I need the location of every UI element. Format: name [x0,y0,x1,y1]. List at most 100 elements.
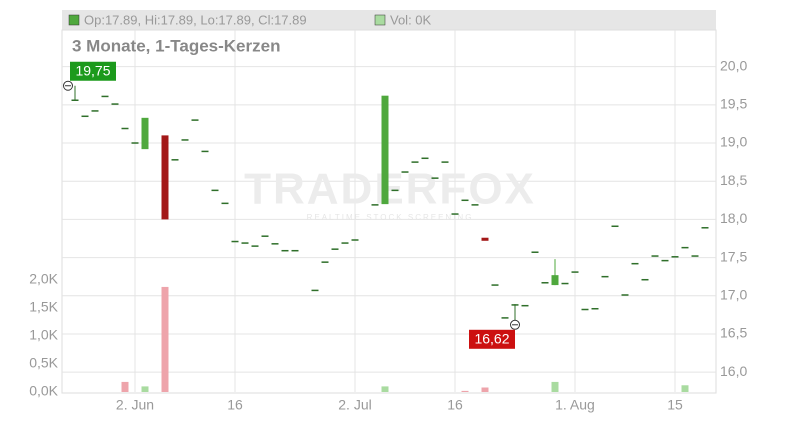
candle-body [661,259,669,262]
candle-body [631,262,639,265]
candle-body [91,110,99,112]
candle-body [611,225,619,228]
ohlc-header: Op:17.89, Hi:17.89, Lo:17.89, Cl:17.89 [84,12,307,27]
candle-body [491,284,499,286]
volume-bar [481,387,489,392]
watermark-sub: REALTIME STOCK SCREENING [307,213,474,222]
y-tick-label: 16,5 [720,325,747,341]
header-bar [62,10,716,30]
y-tick-label: 17,0 [720,286,747,302]
y2-tick-label: 0,0K [29,383,58,399]
candle-body [441,161,449,163]
volume-swatch [374,14,386,26]
chart-title: 3 Monate, 1-Tages-Kerzen [72,36,280,55]
candle-body [691,255,699,257]
y-tick-label: 20,0 [720,57,747,73]
watermark: TRADERFOX [244,165,536,214]
x-tick-label: 2. Jul [338,397,371,413]
candle-body [701,227,709,229]
y2-tick-label: 2,0K [29,271,58,287]
candle-body [211,189,219,192]
candle-body [471,204,479,206]
candle-body [191,119,199,121]
candle-body [241,242,249,244]
annotation-box [70,61,116,81]
annotation-label: 19,75 [75,62,110,78]
candle-body [201,150,209,153]
candle-body [121,127,129,130]
candle-body [311,289,319,292]
plot-area [61,29,717,394]
y-tick-label: 16,0 [720,363,747,379]
candle-body [221,202,229,205]
candle-body [671,256,679,258]
candle-body [641,278,649,281]
x-tick-label: 16 [227,397,243,413]
candle-body [281,249,289,252]
volume-bar [121,381,129,392]
candle-body [451,213,459,215]
candle-body [331,248,339,250]
volume-bar [461,390,469,392]
annotation-box [469,329,515,349]
x-tick-label: 15 [667,397,683,413]
candle-body [501,317,509,319]
candle-body [591,307,599,310]
candle-body [81,115,89,118]
x-tick-label: 16 [447,397,463,413]
candle-body [461,199,469,202]
candle-body [71,99,79,101]
y-tick-label: 19,5 [720,96,747,112]
candle-body [561,282,569,285]
y-tick-label: 18,5 [720,172,747,188]
x-tick-label: 1. Aug [555,397,595,413]
volume-bar [681,385,689,392]
candle-body [541,282,549,284]
volume-header: Vol: 0K [390,12,432,27]
y-tick-label: 19,0 [720,134,747,150]
candle-body [271,243,279,245]
candle-body [231,240,239,243]
candle-body [321,261,329,263]
candle-body [581,308,589,311]
y2-tick-label: 1,0K [29,327,58,343]
y2-tick-label: 1,5K [29,299,58,315]
candle-body [521,304,529,307]
y-tick-label: 18,0 [720,210,747,226]
candle-body [481,237,489,241]
candle-body [261,235,269,237]
x-tick-label: 2. Jun [116,397,154,413]
candle-body [381,95,389,205]
annotation-label: 16,62 [474,330,509,346]
candle-body [171,159,179,161]
candle-body [431,177,439,179]
candle-body [531,251,539,253]
y-tick-label: 17,5 [720,248,747,264]
candle-body [421,157,429,160]
candle-body [351,239,359,241]
candle-body [571,271,579,273]
candle-body [651,255,659,257]
volume-bar [161,286,169,392]
candle-body [251,245,259,247]
volume-bar [551,381,559,392]
candle-body [181,139,189,141]
candle-body [551,275,559,286]
candle-body [511,304,519,306]
candle-body [161,135,169,220]
candle-body [131,142,139,144]
candle-body [401,171,409,173]
candle-body [391,189,399,192]
candle-body [341,242,349,244]
candle-body [621,294,629,296]
price-swatch [68,14,80,26]
candle-body [101,95,109,98]
candle-body [411,161,419,163]
y2-tick-label: 0,5K [29,355,58,371]
volume-bar [141,386,149,392]
candle-body [291,249,299,252]
volume-bar [381,386,389,392]
candle-body [111,103,119,105]
candle-body [681,246,689,249]
